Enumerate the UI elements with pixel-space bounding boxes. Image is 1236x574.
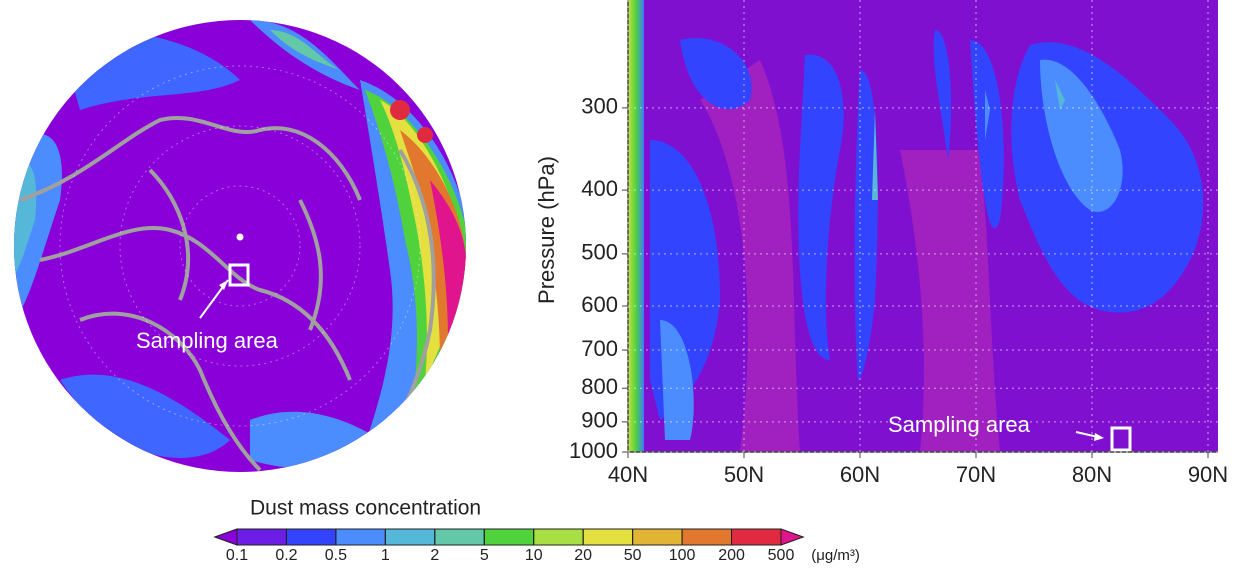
colorbar-segment [285, 528, 337, 546]
x-tick-label: 70N [956, 462, 996, 487]
colorbar-segment [483, 528, 535, 546]
colorbar-label: 5 [480, 547, 489, 564]
colorbar-label: 0.2 [275, 547, 297, 564]
contour-field [628, 0, 1218, 452]
y-tick-label: 300 [581, 94, 618, 119]
colorbar-label: 0.5 [325, 547, 347, 564]
colorbar-label: 2 [430, 547, 439, 564]
colorbar-segment [632, 528, 683, 546]
colorbar-label: 1 [381, 547, 390, 564]
colorbar-unit: (μg/m³) [811, 547, 860, 564]
colorbar-segment [434, 528, 485, 546]
colorbar-label: 10 [525, 547, 543, 564]
x-tick-label: 90N [1188, 462, 1228, 487]
x-tick-label: 50N [724, 462, 764, 487]
y-tick-label: 400 [581, 176, 618, 201]
colorbar-segment [731, 528, 782, 546]
colorbar-segment [533, 528, 584, 546]
y-tick-label: 500 [581, 240, 618, 265]
x-tick-label: 40N [608, 462, 648, 487]
x-tick-label: 60N [840, 462, 880, 487]
colorbar-segment [335, 528, 386, 546]
colorbar-segment [681, 528, 733, 546]
cross-section-annotation: Sampling area [888, 412, 1031, 437]
y-tick-label: 600 [581, 292, 618, 317]
colorbar-extend-low [213, 528, 238, 546]
polar-map [14, 20, 466, 472]
x-tick-label: 80N [1072, 462, 1112, 487]
colorbar-extend-high [780, 528, 805, 546]
colorbar-label: 20 [574, 547, 592, 564]
colorbar-segment [582, 528, 634, 546]
colorbar-segment [384, 528, 436, 546]
colorbar-label: 50 [624, 547, 642, 564]
colorbar-segment [236, 528, 287, 546]
y-tick-label: 900 [581, 408, 618, 433]
y-tick-label: 1000 [569, 438, 618, 463]
y-tick-label: 800 [581, 374, 618, 399]
y-axis-label: Pressure (hPa) [534, 156, 559, 304]
map-annotation: Sampling area [136, 328, 279, 353]
y-tick-label: 700 [581, 336, 618, 361]
y-tick-label: 200 [581, 0, 618, 3]
colorbar-label: 200 [718, 547, 745, 564]
colorbar-label: 0.1 [226, 547, 248, 564]
colorbar-label: 500 [768, 547, 795, 564]
colorbar-title: Dust mass concentration [250, 497, 481, 520]
colorbar-label: 100 [669, 547, 696, 564]
